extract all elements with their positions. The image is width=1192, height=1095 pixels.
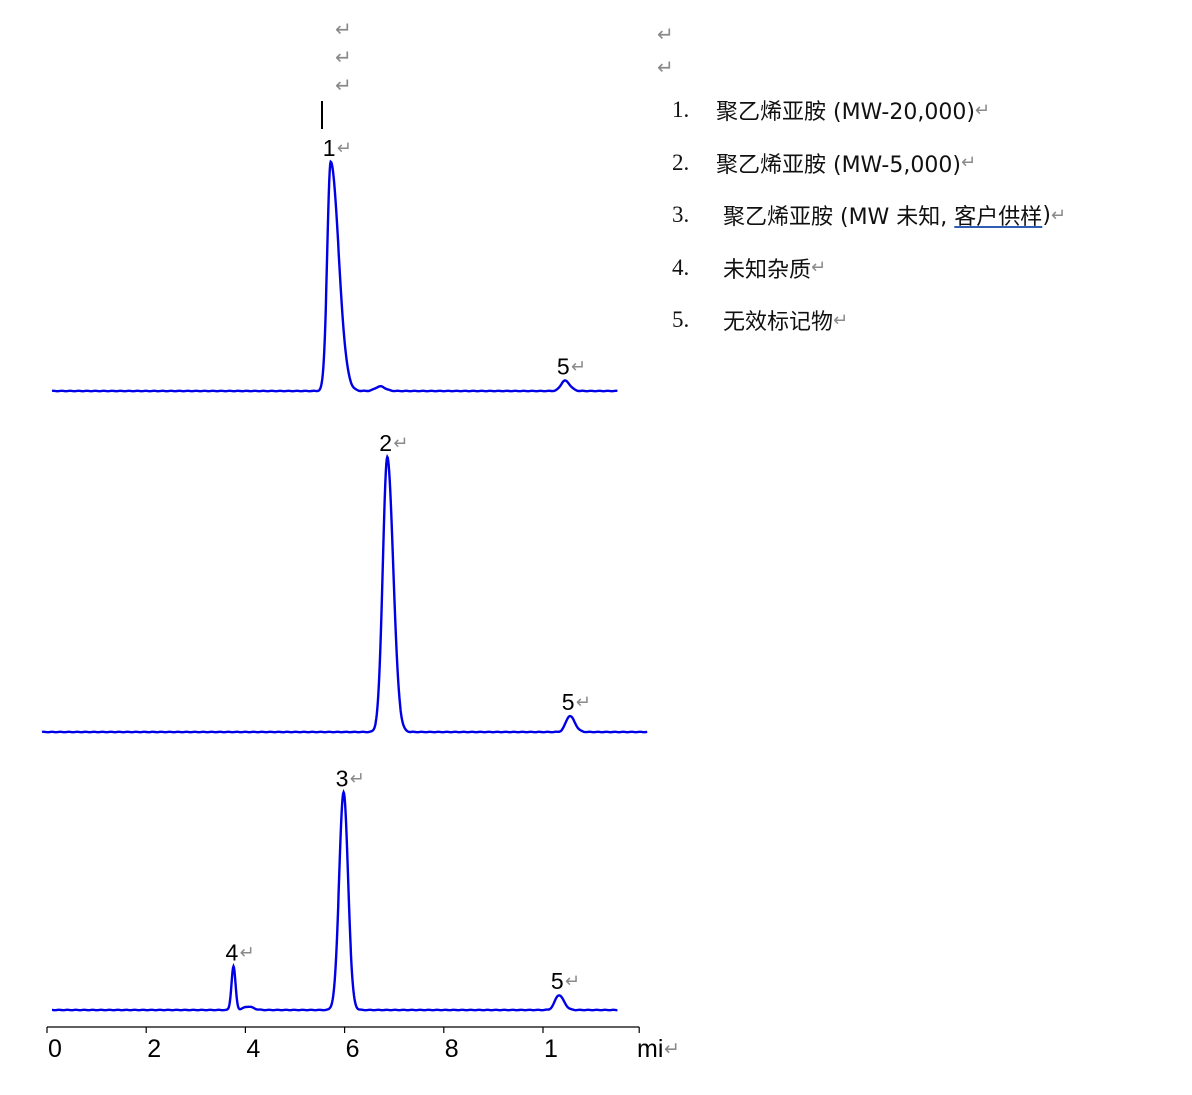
legend-label: 聚乙烯亚胺 (MW 未知, [716, 205, 955, 231]
x-tick-label: 6 [346, 1035, 360, 1063]
peak-label-1: 1 [323, 135, 336, 161]
paragraph-mark: ↵ [571, 357, 586, 378]
legend-number: 1. [672, 97, 690, 123]
peak-label-5: 5 [557, 354, 570, 380]
trace-1 [51, 159, 618, 393]
legend-label: 未知杂质 [716, 257, 811, 283]
paragraph-mark: ↵ [657, 55, 674, 79]
paragraph-mark: ↵ [239, 942, 254, 963]
paragraph-mark: ↵ [960, 152, 977, 173]
paragraph-mark: ↵ [664, 1038, 680, 1060]
x-tick-label: 2 [147, 1035, 161, 1063]
trace-3 [52, 788, 618, 1012]
x-axis-label: mi [637, 1035, 663, 1063]
paragraph-mark: ↵ [833, 309, 849, 330]
peak-label-5: 5 [562, 689, 575, 715]
legend-item: 2. 聚乙烯亚胺 (MW-5,000) ↵ [672, 137, 1066, 190]
legend-label: 聚乙烯亚胺 (MW-5,000) [716, 152, 961, 178]
peak-legend: 1. 聚乙烯亚胺 (MW-20,000) ↵ 2. 聚乙烯亚胺 (MW-5,000) ↵… [672, 84, 1066, 347]
paragraph-mark: ↵ [811, 257, 827, 278]
paragraph-mark: ↵ [335, 73, 352, 97]
paragraph-mark: ↵ [565, 971, 580, 992]
peak-label-5: 5 [551, 968, 564, 994]
paragraph-mark: ↵ [576, 692, 591, 713]
legend-label: 聚乙烯亚胺 (MW-20,000) [716, 100, 975, 126]
peak-label-2: 2 [379, 430, 392, 456]
legend-item: 3. 聚乙烯亚胺 (MW 未知, 客户供样) ↵ [672, 189, 1066, 242]
legend-label: ) [1042, 202, 1051, 228]
legend-label: 无效标记物 [716, 310, 833, 336]
x-tick-label: 4 [246, 1035, 260, 1063]
peak-label-3: 3 [336, 765, 349, 791]
legend-item: 1. 聚乙烯亚胺 (MW-20,000) ↵ [672, 84, 1066, 137]
legend-item: 4. 未知杂质 ↵ [672, 242, 1066, 295]
x-tick-label: 0 [48, 1035, 62, 1063]
x-tick-label: 1 [544, 1035, 558, 1063]
legend-number: 2. [672, 149, 690, 175]
paragraph-mark: ↵ [335, 17, 352, 41]
paragraph-mark: ↵ [350, 768, 365, 789]
legend-number: 5. [672, 307, 690, 333]
paragraph-mark: ↵ [393, 433, 408, 454]
legend-item: 5. 无效标记物 ↵ [672, 294, 1066, 347]
paragraph-mark: ↵ [337, 138, 352, 159]
paragraph-mark: ↵ [974, 99, 991, 120]
text-cursor [321, 101, 323, 129]
legend-number: 3. [672, 202, 690, 228]
peak-label-4: 4 [225, 939, 238, 965]
paragraph-mark: ↵ [657, 22, 674, 46]
paragraph-mark: ↵ [1050, 204, 1066, 225]
paragraph-mark: ↵ [335, 45, 352, 69]
x-tick-label: 8 [445, 1035, 459, 1063]
legend-label-underlined: 客户供样 [954, 205, 1043, 231]
trace-2 [41, 453, 648, 734]
legend-number: 4. [672, 254, 690, 280]
